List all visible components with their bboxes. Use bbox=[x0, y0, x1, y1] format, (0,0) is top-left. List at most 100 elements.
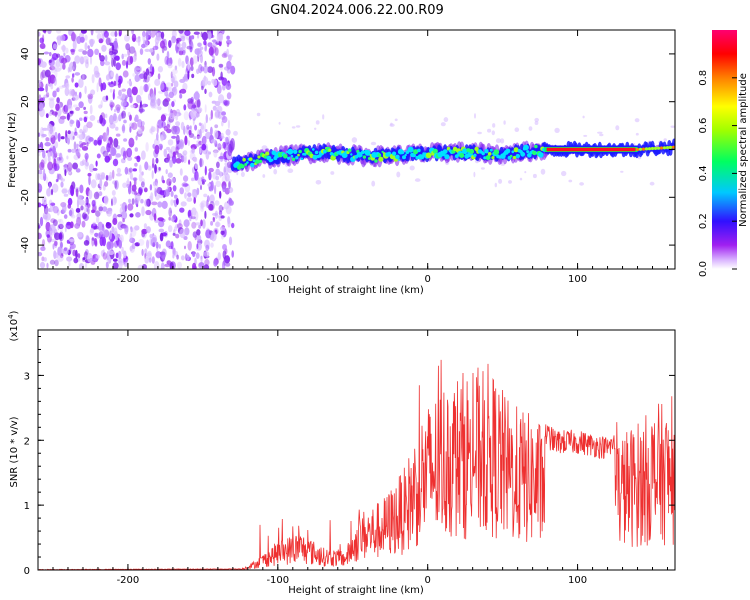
noise-blob bbox=[96, 33, 102, 40]
signal-dot bbox=[341, 152, 348, 159]
noise-blob bbox=[179, 228, 186, 239]
noise-blob bbox=[72, 40, 77, 50]
noise-blob bbox=[82, 50, 88, 55]
noise-blob bbox=[154, 30, 158, 34]
noise-blob bbox=[68, 88, 74, 97]
noise-blob bbox=[73, 104, 78, 108]
noise-blob bbox=[231, 250, 234, 258]
noise-blob bbox=[184, 245, 186, 250]
signal-dot bbox=[538, 152, 544, 158]
noise-blob bbox=[222, 244, 227, 251]
noise-blob bbox=[135, 212, 141, 218]
signal-dot bbox=[244, 163, 248, 166]
noise-blob bbox=[66, 221, 71, 226]
y-tick-label: 20 bbox=[20, 95, 31, 108]
noise-blob bbox=[145, 68, 150, 76]
noise-blob bbox=[173, 80, 179, 88]
noise-blob bbox=[184, 135, 188, 146]
noise-blob bbox=[108, 250, 115, 256]
noise-blob bbox=[75, 249, 78, 259]
noise-speckle bbox=[599, 133, 604, 137]
noise-blob bbox=[156, 132, 159, 141]
noise-speckle bbox=[649, 181, 655, 186]
noise-blob bbox=[71, 31, 76, 42]
signal-dot bbox=[257, 155, 261, 159]
noise-blob bbox=[83, 124, 88, 133]
noise-blob bbox=[42, 30, 47, 33]
noise-blob bbox=[123, 261, 128, 268]
signal-dot bbox=[374, 159, 378, 163]
noise-blob bbox=[194, 124, 198, 131]
noise-blob bbox=[173, 226, 178, 231]
noise-blob bbox=[200, 255, 203, 263]
noise-speckle bbox=[389, 123, 395, 127]
noise-blob bbox=[70, 61, 73, 67]
noise-speckle bbox=[278, 121, 281, 125]
noise-blob bbox=[178, 219, 182, 226]
noise-blob bbox=[66, 112, 70, 121]
noise-blob bbox=[176, 254, 179, 260]
noise-blob bbox=[152, 181, 156, 186]
signal-halo bbox=[230, 138, 235, 151]
noise-blob bbox=[161, 121, 166, 129]
noise-blob bbox=[227, 179, 232, 183]
signal-dot bbox=[481, 151, 485, 156]
noise-speckle bbox=[532, 173, 537, 179]
noise-blob bbox=[96, 82, 99, 93]
noise-blob bbox=[87, 203, 91, 209]
signal-dot bbox=[532, 150, 537, 156]
noise-blob bbox=[145, 142, 149, 152]
noise-blob bbox=[221, 77, 228, 86]
noise-blob bbox=[114, 109, 116, 113]
noise-blob bbox=[78, 91, 82, 99]
noise-blob bbox=[176, 198, 179, 205]
noise-blob bbox=[79, 128, 83, 134]
noise-blob bbox=[153, 181, 158, 191]
noise-blob bbox=[74, 72, 81, 76]
noise-blob bbox=[172, 151, 176, 158]
signal-dot bbox=[442, 149, 448, 155]
noise-blob bbox=[113, 113, 117, 122]
noise-speckle bbox=[443, 117, 449, 123]
noise-blob bbox=[141, 181, 145, 188]
noise-blob bbox=[154, 164, 157, 174]
noise-blob bbox=[195, 247, 202, 251]
signal-dot bbox=[248, 157, 253, 162]
noise-blob bbox=[115, 62, 121, 71]
noise-blob bbox=[130, 226, 133, 230]
noise-blob bbox=[96, 153, 101, 159]
x-tick-label: 100 bbox=[568, 575, 587, 586]
noise-blob bbox=[200, 200, 207, 208]
noise-blob bbox=[98, 104, 103, 109]
noise-blob bbox=[88, 137, 94, 142]
noise-blob bbox=[81, 146, 89, 151]
noise-blob bbox=[138, 238, 145, 246]
signal-dot bbox=[252, 159, 256, 163]
noise-blob bbox=[189, 152, 196, 160]
signal-dot bbox=[635, 147, 640, 152]
noise-blob bbox=[155, 250, 162, 258]
noise-blob bbox=[89, 115, 96, 121]
noise-blob bbox=[171, 76, 175, 84]
noise-blob bbox=[102, 206, 108, 212]
noise-blob bbox=[87, 252, 93, 263]
noise-blob bbox=[155, 157, 159, 164]
noise-blob bbox=[150, 63, 153, 71]
noise-blob bbox=[172, 185, 177, 192]
noise-blob bbox=[212, 39, 217, 48]
noise-blob bbox=[192, 189, 197, 193]
noise-blob bbox=[122, 182, 127, 189]
noise-blob bbox=[100, 227, 105, 233]
noise-speckle bbox=[568, 179, 573, 183]
signal-dot bbox=[505, 148, 511, 154]
noise-blob bbox=[219, 170, 222, 178]
noise-blob bbox=[208, 151, 211, 155]
signal-dot bbox=[400, 150, 405, 155]
noise-blob bbox=[39, 81, 42, 87]
noise-blob bbox=[155, 241, 159, 249]
signal-dot bbox=[395, 154, 400, 160]
noise-blob bbox=[112, 262, 119, 269]
noise-blob bbox=[211, 100, 217, 104]
noise-blob bbox=[78, 48, 84, 53]
noise-blob bbox=[131, 33, 137, 43]
